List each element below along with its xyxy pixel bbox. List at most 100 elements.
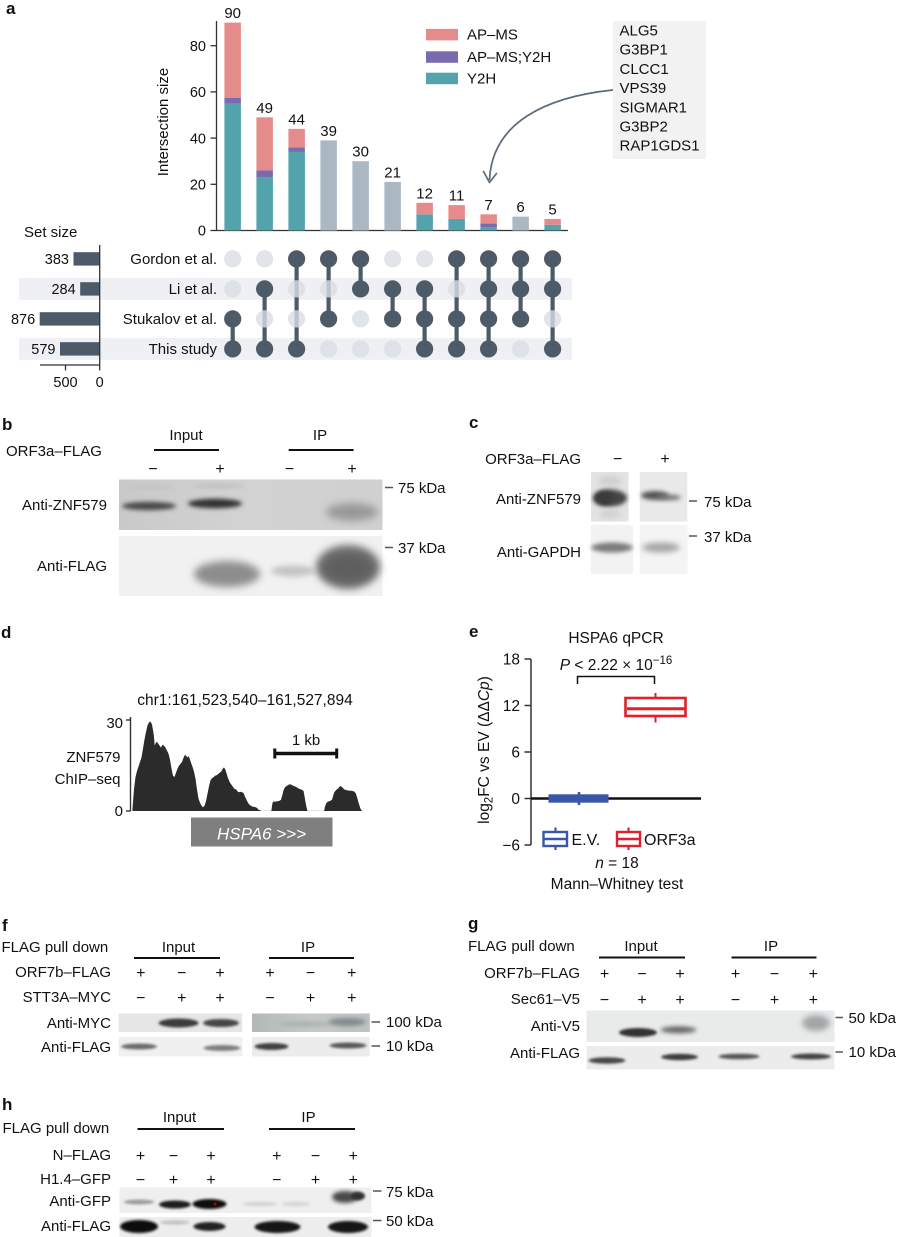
svg-text:+: + xyxy=(347,990,356,1007)
svg-text:0: 0 xyxy=(96,375,104,391)
svg-text:284: 284 xyxy=(51,282,75,298)
svg-text:RAP1GDS1: RAP1GDS1 xyxy=(620,138,700,155)
svg-text:FLAG pull down: FLAG pull down xyxy=(3,1120,110,1137)
svg-text:G3BP2: G3BP2 xyxy=(620,119,668,136)
svg-text:+: + xyxy=(770,992,779,1009)
svg-text:Anti-FLAG: Anti-FLAG xyxy=(41,1218,111,1235)
svg-text:CLCC1: CLCC1 xyxy=(620,61,669,78)
svg-text:30: 30 xyxy=(352,144,369,161)
svg-text:0: 0 xyxy=(511,791,520,808)
svg-text:ALG5: ALG5 xyxy=(620,23,658,40)
svg-text:−: − xyxy=(637,966,646,983)
svg-text:+: + xyxy=(177,990,186,1007)
svg-text:ORF3a–FLAG: ORF3a–FLAG xyxy=(6,443,102,460)
svg-text:SIGMAR1: SIGMAR1 xyxy=(620,99,688,116)
svg-text:75 kDa: 75 kDa xyxy=(386,1184,434,1201)
svg-text:+: + xyxy=(272,1148,281,1165)
svg-text:Intersection size: Intersection size xyxy=(155,68,172,176)
svg-text:h: h xyxy=(2,1095,12,1114)
svg-text:+: + xyxy=(731,966,740,983)
svg-text:Input: Input xyxy=(624,938,658,955)
svg-text:ORF7b–FLAG: ORF7b–FLAG xyxy=(484,965,580,982)
svg-text:Input: Input xyxy=(162,939,196,956)
svg-text:−6: −6 xyxy=(502,838,520,855)
svg-text:−: − xyxy=(731,992,740,1009)
svg-text:+: + xyxy=(215,965,224,982)
svg-text:IP: IP xyxy=(313,427,327,444)
svg-text:N–FLAG: N–FLAG xyxy=(53,1147,111,1164)
svg-text:−: − xyxy=(285,461,294,478)
svg-text:90: 90 xyxy=(224,5,241,22)
svg-text:IP: IP xyxy=(301,1109,315,1126)
svg-text:AP–MS: AP–MS xyxy=(467,27,518,44)
svg-text:0: 0 xyxy=(198,224,206,240)
svg-text:500: 500 xyxy=(53,375,77,391)
svg-text:+: + xyxy=(215,990,224,1007)
svg-text:Sec61–V5: Sec61–V5 xyxy=(511,991,580,1008)
svg-text:+: + xyxy=(206,1148,215,1165)
svg-text:−: − xyxy=(770,966,779,983)
svg-text:Anti-FLAG: Anti-FLAG xyxy=(37,558,107,575)
svg-text:d: d xyxy=(1,623,11,642)
svg-text:Anti-ZNF579: Anti-ZNF579 xyxy=(22,497,107,514)
svg-text:1 kb: 1 kb xyxy=(292,732,320,749)
svg-text:49: 49 xyxy=(256,100,273,117)
svg-text:−: − xyxy=(613,451,622,468)
svg-text:−: − xyxy=(136,990,145,1007)
svg-text:Anti-FLAG: Anti-FLAG xyxy=(510,1045,580,1062)
svg-text:+: + xyxy=(675,992,684,1009)
svg-text:7: 7 xyxy=(484,197,492,214)
svg-text:−: − xyxy=(272,1172,281,1189)
svg-text:5: 5 xyxy=(548,201,556,218)
svg-text:+: + xyxy=(206,1172,215,1189)
svg-text:+: + xyxy=(306,990,315,1007)
svg-text:f: f xyxy=(2,916,8,935)
svg-text:VPS39: VPS39 xyxy=(620,80,667,97)
svg-text:IP: IP xyxy=(764,938,778,955)
svg-text:ZNF579: ZNF579 xyxy=(66,749,120,766)
svg-text:−: − xyxy=(169,1148,178,1165)
svg-text:+: + xyxy=(349,1148,358,1165)
svg-text:10 kDa: 10 kDa xyxy=(849,1044,897,1061)
svg-text:G3BP1: G3BP1 xyxy=(620,42,668,59)
svg-text:876: 876 xyxy=(11,312,35,328)
svg-text:+: + xyxy=(809,992,818,1009)
svg-text:−: − xyxy=(177,965,186,982)
svg-text:Input: Input xyxy=(163,1109,197,1126)
svg-text:This study: This study xyxy=(149,341,218,358)
svg-text:Input: Input xyxy=(169,427,203,444)
svg-text:E.V.: E.V. xyxy=(572,832,601,849)
svg-text:a: a xyxy=(6,0,16,18)
svg-text:39: 39 xyxy=(320,123,337,140)
svg-text:chr1:161,523,540–161,527,894: chr1:161,523,540–161,527,894 xyxy=(137,692,353,709)
svg-text:18: 18 xyxy=(503,652,520,669)
svg-text:b: b xyxy=(2,415,12,434)
svg-text:50 kDa: 50 kDa xyxy=(849,1010,897,1027)
svg-text:+: + xyxy=(637,992,646,1009)
svg-text:383: 383 xyxy=(45,252,69,268)
svg-text:Set size: Set size xyxy=(24,224,77,241)
svg-text:IP: IP xyxy=(301,939,315,956)
svg-text:−: − xyxy=(306,965,315,982)
svg-text:ORF7b–FLAG: ORF7b–FLAG xyxy=(15,964,111,981)
svg-text:Mann–Whitney test: Mann–Whitney test xyxy=(551,876,684,893)
svg-text:60: 60 xyxy=(190,85,206,101)
svg-text:Y2H: Y2H xyxy=(467,70,496,87)
svg-text:−: − xyxy=(600,992,609,1009)
svg-text:+: + xyxy=(311,1172,320,1189)
svg-text:HSPA6 qPCR: HSPA6 qPCR xyxy=(568,630,663,647)
svg-text:37 kDa: 37 kDa xyxy=(704,529,752,546)
svg-text:579: 579 xyxy=(31,342,55,358)
svg-text:−: − xyxy=(311,1148,320,1165)
svg-text:40: 40 xyxy=(190,131,206,147)
svg-text:Anti-GFP: Anti-GFP xyxy=(49,1193,111,1210)
svg-text:30: 30 xyxy=(106,715,123,732)
svg-text:+: + xyxy=(169,1172,178,1189)
svg-text:+: + xyxy=(809,966,818,983)
svg-text:Anti-V5: Anti-V5 xyxy=(531,1018,580,1035)
svg-text:44: 44 xyxy=(288,111,305,128)
svg-text:+: + xyxy=(347,965,356,982)
svg-text:g: g xyxy=(468,914,478,933)
svg-text:12: 12 xyxy=(503,698,520,715)
svg-text:80: 80 xyxy=(190,39,206,55)
